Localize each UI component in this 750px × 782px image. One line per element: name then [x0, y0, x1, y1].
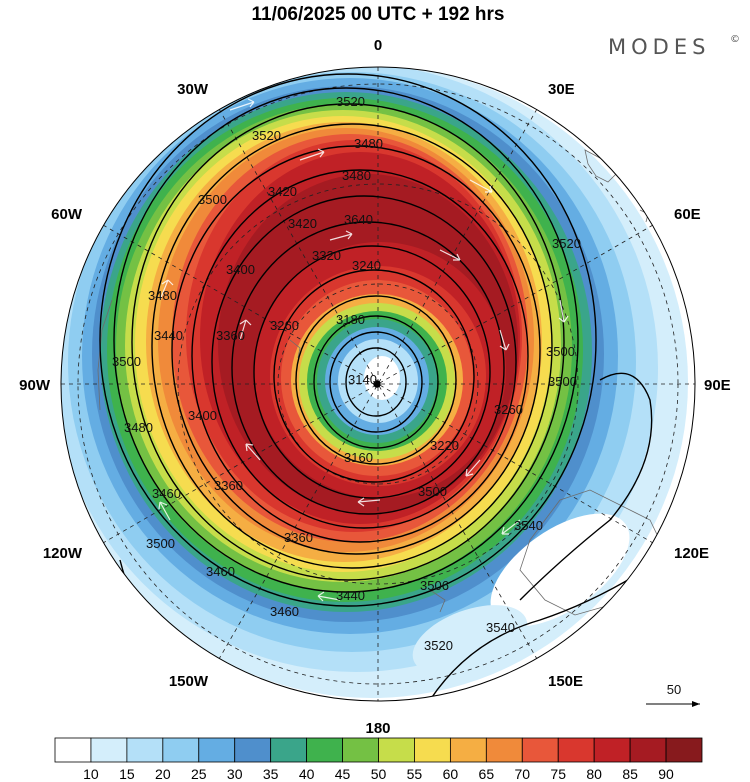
contour-label: 3240 [352, 258, 381, 273]
colorbar-label: 75 [550, 766, 566, 782]
colorbar-swatch [449, 737, 487, 763]
map-boundary [60, 66, 696, 702]
height-contours [99, 73, 661, 701]
contour-label: 3140 [348, 372, 377, 387]
contour-label: 3420 [268, 184, 297, 199]
colorbar-swatch [485, 737, 523, 763]
colorbar-swatch [557, 737, 595, 763]
colorbar-swatch [629, 737, 667, 763]
contour-label: 3260 [270, 318, 299, 333]
contour-label: 3480 [148, 288, 177, 303]
colorbar-swatch [54, 737, 92, 763]
colorbar-swatch [306, 737, 343, 763]
colorbar-label: 85 [622, 766, 638, 782]
contour-label: 3520 [424, 638, 453, 653]
contour-label: 3500 [418, 484, 447, 499]
reference-vector: 50 [646, 682, 700, 707]
contour-label: 3460 [270, 604, 299, 619]
contour-label: 3520 [252, 128, 281, 143]
contour-label: 3500 [198, 192, 227, 207]
longitude-label-120w: 120W [43, 545, 83, 562]
contour-label: 3160 [344, 450, 373, 465]
colorbar-label: 70 [514, 766, 530, 782]
contour-label: 3540 [514, 518, 543, 533]
longitude-label-60e: 60E [674, 206, 701, 223]
colorbar-swatch [414, 737, 451, 763]
colorbar-label: 90 [658, 766, 674, 782]
contour-label: 3460 [152, 486, 181, 501]
reference-vector-label: 50 [667, 682, 681, 697]
contour-label: 3640 [344, 212, 373, 227]
contour-label: 3500 [146, 536, 175, 551]
colorbar-label: 40 [299, 766, 315, 782]
colorbar-swatch [665, 737, 703, 763]
longitude-label-150e: 150E [548, 673, 583, 690]
contour-label: 3220 [430, 438, 459, 453]
colorbar-swatch [90, 737, 128, 763]
longitude-label-90w: 90W [19, 377, 51, 394]
colorbar-swatch [198, 737, 236, 763]
contour-label: 3500 [546, 344, 575, 359]
colorbar-label: 25 [191, 766, 207, 782]
contour-label: 3480 [342, 168, 371, 183]
colorbar-label: 50 [371, 766, 387, 782]
colorbar-label: 80 [586, 766, 602, 782]
contour-label: 3420 [288, 216, 317, 231]
colorbar-swatch [234, 737, 272, 763]
colorbar-label: 15 [119, 766, 135, 782]
longitude-labels: 0 30E 60E 90E 120E 150E 180 150W 120W 90… [19, 37, 731, 737]
colorbar-swatch [162, 737, 200, 763]
colorbar-label: 30 [227, 766, 243, 782]
contour-label: 3500 [112, 354, 141, 369]
longitude-label-180: 180 [365, 720, 390, 737]
contour-label: 3540 [486, 620, 515, 635]
contour-label: 3260 [494, 402, 523, 417]
contour-label: 3400 [226, 262, 255, 277]
graticule [61, 67, 695, 701]
contour-label: 3180 [336, 312, 365, 327]
colorbar-label: 65 [479, 766, 495, 782]
colorbar-swatch [378, 737, 415, 763]
colorbar-label: 55 [407, 766, 423, 782]
colorbar-swatch [593, 737, 631, 763]
colorbar-label: 10 [83, 766, 99, 782]
colorbar-label: 45 [335, 766, 351, 782]
contour-label: 3480 [354, 136, 383, 151]
longitude-label-0: 0 [374, 37, 382, 54]
colorbar-swatch [521, 737, 559, 763]
contour-label: 3440 [336, 588, 365, 603]
reference-vector-head [692, 701, 700, 707]
colorbar-swatch [126, 737, 164, 763]
map-title: 11/06/2025 00 UTC + 192 hrs [252, 4, 505, 25]
colorbar-swatch [342, 737, 379, 763]
contour-label: 3360 [214, 478, 243, 493]
contour-label: 3360 [284, 530, 313, 545]
longitude-label-60w: 60W [51, 206, 83, 223]
longitude-label-120e: 120E [674, 545, 709, 562]
contour-label: 3520 [336, 94, 365, 109]
colorbar-label: 35 [263, 766, 279, 782]
longitude-label-150w: 150W [169, 673, 209, 690]
colorbar-swatch [270, 737, 308, 763]
longitude-label-30e: 30E [548, 81, 575, 98]
longitude-label-30w: 30W [177, 81, 209, 98]
colorbar-label: 20 [155, 766, 171, 782]
contour-label: 3506 [420, 578, 449, 593]
colorbar: 10 15 20 25 30 35 40 45 50 55 60 65 70 75 80 85 90 [54, 737, 703, 782]
contour-label: 3440 [154, 328, 183, 343]
brand-logo: MODES [608, 35, 710, 59]
contour-label: 3500 [548, 374, 577, 389]
contour-label: 3360 [216, 328, 245, 343]
contour-label: 3400 [188, 408, 217, 423]
wind-vectors [158, 98, 569, 602]
contour-label: 3320 [312, 248, 341, 263]
longitude-label-90e: 90E [704, 377, 731, 394]
colorbar-label: 60 [443, 766, 459, 782]
contour-labels: 3520 3520 3480 3480 3500 3420 3420 3640 … [112, 94, 581, 653]
contour-label: 3460 [206, 564, 235, 579]
contour-label: 3520 [552, 236, 581, 251]
brand-mark: © [730, 34, 740, 45]
contour-label: 3480 [124, 420, 153, 435]
